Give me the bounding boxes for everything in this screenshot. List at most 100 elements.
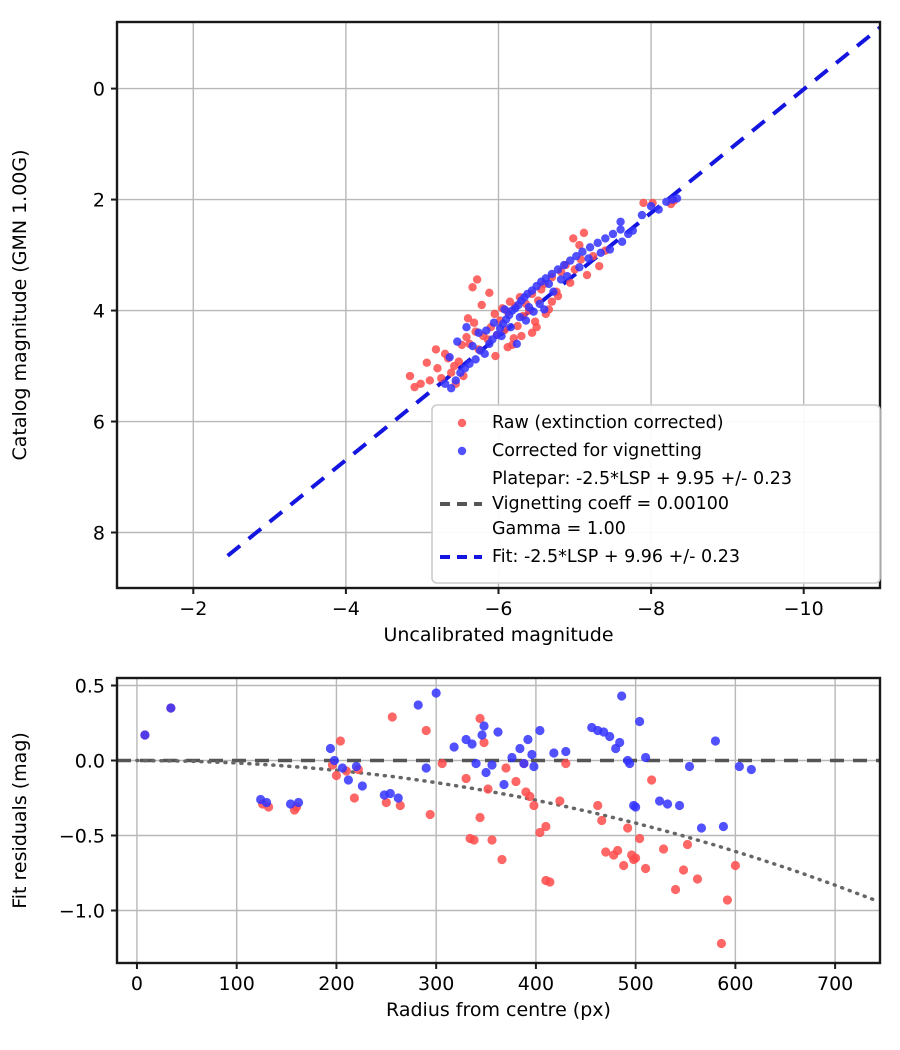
x-tick-label: 600 (717, 973, 753, 995)
data-point (485, 288, 494, 297)
data-point (569, 234, 578, 243)
data-point (566, 256, 575, 265)
data-point (696, 823, 707, 833)
data-point (454, 357, 464, 366)
x-axis-label: Uncalibrated magnitude (383, 624, 613, 646)
y-tick-label: 4 (93, 301, 105, 323)
legend-label: Fit: -2.5*LSP + 9.96 +/- 0.23 (492, 547, 740, 567)
data-point (166, 703, 176, 713)
data-point (446, 368, 456, 377)
data-point (547, 297, 557, 306)
data-point (559, 260, 569, 270)
data-point (381, 797, 391, 808)
data-point (608, 229, 618, 239)
data-point (331, 770, 342, 781)
data-point (674, 800, 685, 811)
data-point (422, 358, 431, 367)
x-tick-label: −8 (637, 598, 665, 620)
data-point (672, 194, 682, 203)
data-point (605, 245, 615, 254)
data-point (525, 791, 535, 802)
data-point (349, 793, 359, 803)
data-point (637, 210, 647, 220)
data-point (468, 341, 477, 351)
data-point (462, 332, 471, 342)
data-point (431, 688, 441, 698)
data-point (453, 337, 462, 346)
data-point (517, 331, 526, 341)
x-tick-label: 400 (518, 973, 554, 995)
data-point (593, 238, 602, 248)
data-point (616, 225, 625, 234)
bottom-axes-frame (115, 676, 882, 965)
data-point (670, 884, 681, 895)
data-point (544, 279, 554, 289)
data-point (293, 797, 304, 808)
y-tick-label: 8 (93, 523, 105, 545)
data-point (465, 359, 474, 369)
data-point (575, 240, 584, 250)
data-point (395, 800, 405, 811)
residual-series-corrected (140, 688, 756, 833)
x-tick-label: 0 (131, 973, 143, 995)
data-point (662, 799, 673, 809)
y-tick-label: 0 (93, 79, 105, 101)
data-point (497, 331, 506, 341)
data-point (540, 305, 549, 314)
data-point (562, 271, 572, 281)
y-tick-label: 6 (93, 412, 105, 434)
data-point (433, 364, 442, 373)
data-point (654, 205, 663, 214)
data-point (501, 763, 511, 773)
data-point (462, 322, 471, 332)
data-point (477, 300, 486, 310)
y-tick-label: 0.0 (75, 751, 105, 773)
data-point (140, 730, 150, 740)
data-point (357, 781, 367, 791)
y-tick-label: −0.5 (59, 826, 105, 848)
data-point (471, 758, 481, 769)
data-point (507, 752, 517, 763)
data-point (474, 328, 483, 337)
data-point (547, 269, 557, 279)
data-point (487, 835, 497, 845)
legend-label: Raw (extinction corrected) (492, 413, 724, 433)
data-point (527, 328, 537, 337)
data-point (718, 821, 729, 832)
data-point (616, 217, 625, 226)
data-point (535, 299, 544, 309)
data-point (535, 725, 545, 736)
data-point (566, 278, 575, 288)
data-point (579, 228, 589, 238)
y-tick-label: −1.0 (59, 901, 105, 923)
data-point (529, 761, 539, 772)
data-point (475, 812, 485, 823)
data-point (511, 776, 521, 787)
data-point (468, 283, 477, 292)
data-point (490, 309, 499, 319)
data-point (523, 734, 533, 745)
data-point (461, 773, 471, 784)
x-tick-label: −10 (784, 598, 824, 620)
data-point (479, 737, 489, 748)
data-point (527, 749, 537, 760)
data-point (512, 339, 522, 349)
legend-label: Vignetting coeff = 0.00100 (492, 494, 729, 514)
x-tick-label: −2 (179, 598, 207, 620)
data-point (617, 237, 627, 246)
data-point (529, 307, 538, 316)
data-point (463, 314, 473, 323)
data-point (469, 318, 479, 327)
data-point (421, 763, 431, 773)
data-point (446, 384, 456, 393)
legend-marker (457, 418, 467, 428)
y-tick-label: 0.5 (75, 676, 105, 698)
data-point (489, 318, 499, 327)
data-point (596, 248, 605, 258)
data-point (335, 736, 346, 746)
x-tick-label: 700 (817, 973, 853, 995)
data-point (541, 821, 551, 832)
data-point (692, 874, 703, 884)
fit-residuals-chart: 0 100 200 300 400 500 600 700 0.5 0.0 −0.5 −1.0 Radi… (9, 676, 882, 1021)
data-point (413, 700, 423, 710)
